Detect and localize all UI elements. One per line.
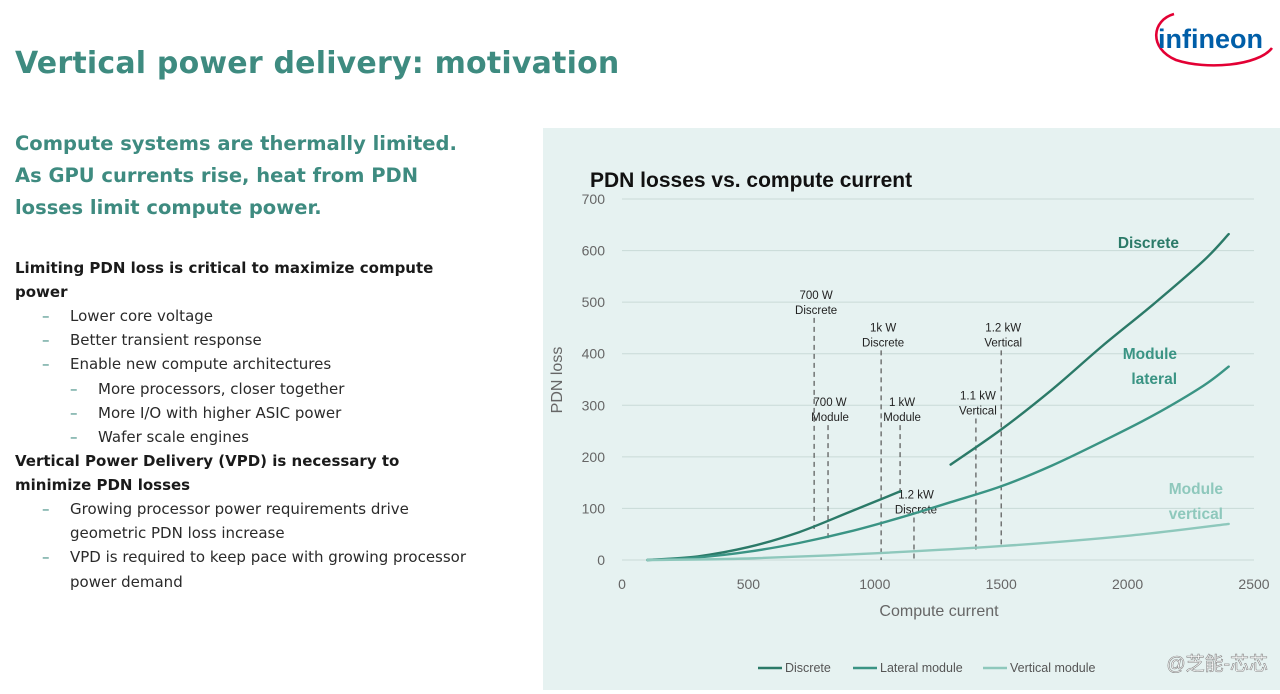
y-tick-label: 600 xyxy=(582,243,606,259)
chart-panel: PDN losses vs. compute current 0 100 200 300… xyxy=(543,128,1280,690)
x-tick-label: 2500 xyxy=(1238,576,1269,592)
legend-label: Lateral module xyxy=(880,661,963,675)
annotation-label: 1.2 kW xyxy=(898,489,934,501)
x-tick-label: 1000 xyxy=(859,576,890,592)
logo-text: infineon xyxy=(1158,24,1263,54)
annotation-label: Module xyxy=(811,412,849,424)
annotation-label: Module xyxy=(883,412,921,424)
watermark: @芝能-芯芯 xyxy=(1166,653,1268,675)
y-tick-label: 100 xyxy=(582,500,606,516)
annotation-label: Discrete xyxy=(795,305,837,317)
chart-title: PDN losses vs. compute current xyxy=(590,169,912,192)
series-line-lateral-module xyxy=(646,365,1230,562)
section-pdn-loss: Limiting PDN loss is critical to maximiz… xyxy=(15,256,485,449)
annotation-label: 1.2 kW xyxy=(985,322,1021,334)
logo-swoosh xyxy=(1154,12,1274,67)
series-line-discrete xyxy=(949,232,1230,466)
pdn-loss-chart: PDN losses vs. compute current 0 100 200 300… xyxy=(549,169,1270,675)
section-heading: Limiting PDN loss is critical to maximiz… xyxy=(15,259,434,301)
sub-bullet-item: – More processors, closer together xyxy=(70,379,345,398)
bullet-item: – Lower core voltage xyxy=(42,307,214,325)
annotation-label: Discrete xyxy=(862,337,904,349)
annotation-label: 700 W xyxy=(813,397,846,409)
series-label: vertical xyxy=(1169,506,1223,523)
y-axis-label: PDN loss xyxy=(549,347,566,414)
legend-label: Vertical module xyxy=(1010,661,1096,675)
x-tick-label: 0 xyxy=(618,576,626,592)
y-tick-label: 0 xyxy=(597,552,605,568)
bullet-item: – Better transient response xyxy=(42,331,262,350)
y-tick-label: 700 xyxy=(582,191,606,207)
infineon-logo: infineon xyxy=(1154,12,1274,67)
annotation-label: Vertical xyxy=(984,337,1022,349)
x-tick-label: 500 xyxy=(737,576,761,592)
sub-bullet-item: – More I/O with higher ASIC power xyxy=(70,403,342,422)
annotation-label: 1k W xyxy=(870,322,896,334)
annotation-label: 1 kW xyxy=(889,397,915,409)
series-label: Module xyxy=(1169,481,1224,498)
x-tick-label: 1500 xyxy=(986,576,1017,592)
section-vpd: Vertical Power Delivery (VPD) is necessa… xyxy=(15,449,475,594)
x-axis-label: Compute current xyxy=(879,603,999,620)
y-tick-label: 300 xyxy=(582,397,606,413)
y-tick-label: 500 xyxy=(582,294,606,310)
y-tick-label: 200 xyxy=(582,449,606,465)
sub-bullet-item: – Wafer scale engines xyxy=(70,428,249,447)
bullet-item: – Enable new compute architectures xyxy=(42,355,332,374)
annotation-label: Discrete xyxy=(895,504,937,516)
lead-statement: Compute systems are thermally limited. A… xyxy=(15,132,457,219)
annotation-label: Vertical xyxy=(959,405,997,417)
x-tick-label: 2000 xyxy=(1112,576,1143,592)
series-line-vertical-module xyxy=(646,522,1230,562)
annotation-label: 1.1 kW xyxy=(960,390,996,402)
series-line-discrete xyxy=(646,490,902,562)
series-label: Discrete xyxy=(1118,235,1180,252)
bullet-item: – Growing processor power requirements dr… xyxy=(42,500,409,543)
section-heading: Vertical Power Delivery (VPD) is necessa… xyxy=(15,452,400,494)
bullet-list: – Lower core voltage – Better transient re… xyxy=(15,304,485,449)
page-title: Vertical power delivery: motivation xyxy=(15,46,620,81)
annotation-label: 700 W xyxy=(800,290,833,302)
legend-label: Discrete xyxy=(785,661,831,675)
y-tick-label: 400 xyxy=(582,346,606,362)
bullet-item: – VPD is required to keep pace with growi… xyxy=(42,548,467,591)
bullet-list: – Growing processor power requirements dr… xyxy=(15,497,475,594)
series-label: Module xyxy=(1123,346,1178,363)
series-label: lateral xyxy=(1131,371,1177,388)
